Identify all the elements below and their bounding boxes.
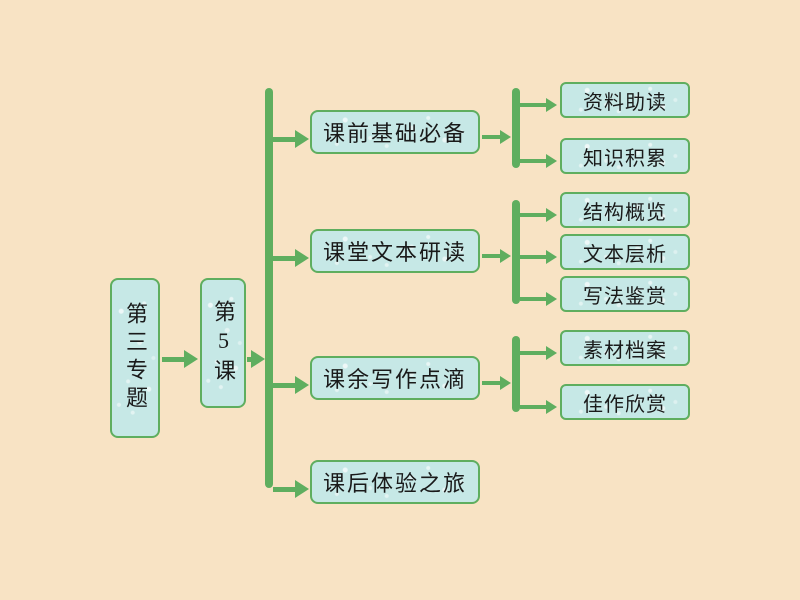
leaf-5: 素材档案 (560, 330, 690, 366)
leaf-2: 结构概览 (560, 192, 690, 228)
arrow-rbar-leaf-6 (520, 400, 557, 414)
vbar-r-0 (512, 88, 520, 168)
arrow-rbar-leaf-5 (520, 346, 557, 360)
leaf-3: 文本层析 (560, 234, 690, 270)
leaf-label: 素材档案 (583, 334, 667, 363)
leaf-label: 文本层析 (583, 238, 667, 267)
root-node: 第三专题 (110, 278, 160, 438)
vbar-r-1 (512, 200, 520, 304)
mid-label: 课余写作点滴 (323, 362, 467, 394)
arrow-bar-mid-3 (273, 480, 309, 498)
arrow-rbar-leaf-1 (520, 154, 557, 168)
leaf-1: 知识积累 (560, 138, 690, 174)
arrow-mid-rbar-2 (482, 376, 511, 390)
leaf-label: 结构概览 (583, 196, 667, 225)
leaf-label: 写法鉴赏 (583, 280, 667, 309)
level1-node: 第5课 (200, 278, 246, 408)
arrow-bar-mid-1 (273, 249, 309, 267)
vbar-r-2 (512, 336, 520, 412)
mid-node-0: 课前基础必备 (310, 110, 480, 154)
arrow-rbar-leaf-3 (520, 250, 557, 264)
mid-label: 课前基础必备 (323, 116, 467, 148)
arrow-bar-mid-2 (273, 376, 309, 394)
mid-node-2: 课余写作点滴 (310, 356, 480, 400)
leaf-4: 写法鉴赏 (560, 276, 690, 312)
arrow-rbar-leaf-0 (520, 98, 557, 112)
leaf-label: 知识积累 (583, 142, 667, 171)
root-label: 第三专题 (119, 302, 151, 414)
mid-label: 课堂文本研读 (323, 235, 467, 267)
leaf-6: 佳作欣赏 (560, 384, 690, 420)
mid-label: 课后体验之旅 (323, 466, 467, 498)
leaf-label: 资料助读 (583, 86, 667, 115)
arrow-bar-mid-0 (273, 130, 309, 148)
mid-node-1: 课堂文本研读 (310, 229, 480, 273)
leaf-0: 资料助读 (560, 82, 690, 118)
arrow-rbar-leaf-4 (520, 292, 557, 306)
mid-node-3: 课后体验之旅 (310, 460, 480, 504)
leaf-label: 佳作欣赏 (583, 388, 667, 417)
level1-label: 第5课 (207, 300, 239, 387)
vbar-main (265, 88, 273, 488)
arrow-mid-rbar-1 (482, 249, 511, 263)
arrow-l1-bar (247, 350, 265, 368)
arrow-root-l1 (162, 350, 198, 368)
arrow-mid-rbar-0 (482, 130, 511, 144)
arrow-rbar-leaf-2 (520, 208, 557, 222)
